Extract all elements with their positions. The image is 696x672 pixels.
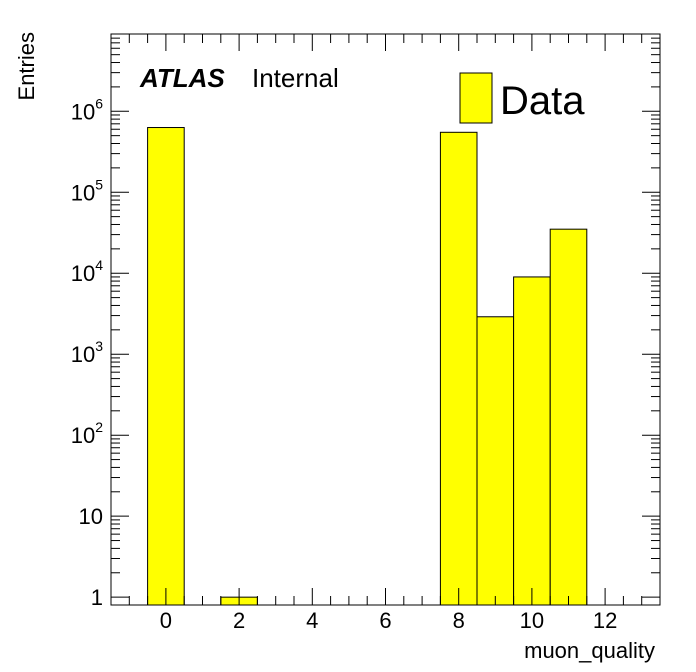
atlas-label: ATLAS: [139, 63, 225, 93]
x-axis-ticks: 0 2 4 6 8 10 12: [128, 34, 643, 633]
histogram-bar: [439, 131, 478, 606]
y-tick-label: 1: [91, 585, 103, 610]
y-tick-label: 103: [71, 338, 103, 367]
x-tick-label: 12: [593, 608, 617, 633]
histogram-bar: [549, 228, 588, 606]
legend: Data: [459, 72, 585, 124]
x-axis-title: muon_quality: [524, 638, 655, 663]
histogram-bar: [476, 316, 515, 606]
y-tick-label: 102: [71, 419, 103, 448]
x-tick-label: 2: [233, 608, 245, 633]
x-tick-label: 8: [453, 608, 465, 633]
plot-frame: [110, 33, 661, 606]
histogram-bars: [147, 127, 588, 606]
histogram-bar: [147, 127, 185, 606]
y-tick-label: 10: [79, 504, 103, 529]
legend-label: Data: [500, 79, 585, 123]
x-tick-label: 0: [160, 608, 172, 633]
y-axis-title: Entries: [14, 32, 39, 100]
legend-swatch: [459, 72, 493, 124]
x-tick-label: 10: [520, 608, 544, 633]
x-tick-label: 6: [379, 608, 391, 633]
x-tick-label: 4: [306, 608, 318, 633]
y-tick-label: 106: [71, 95, 103, 124]
y-tick-label: 105: [71, 176, 103, 205]
internal-label: Internal: [252, 63, 339, 93]
histogram-bar: [513, 276, 551, 606]
y-axis-ticks: 1 10 102 103 104 105 106: [71, 33, 660, 610]
y-tick-label: 104: [71, 257, 103, 286]
